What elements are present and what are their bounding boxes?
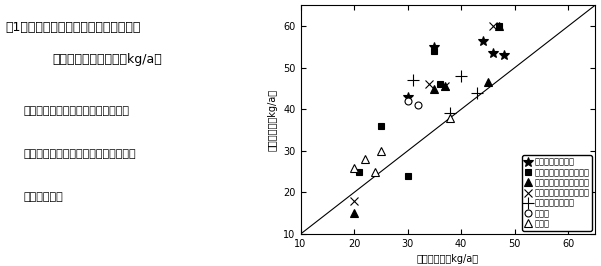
Line: 育成地（多肘・密植区）: 育成地（多肘・密植区） [350, 22, 498, 205]
育成地（多肘・密植区） [426, 83, 433, 86]
育成地（標肘・密植区） [495, 24, 502, 28]
育成地（標準区） [490, 52, 497, 55]
育成地（多肘・密植区） [442, 85, 449, 88]
育成地（標準区） [479, 39, 486, 42]
Text: 験区、岩手県は３カ年、宮城県は５カ: 験区、岩手県は３カ年、宮城県は５カ [23, 149, 136, 159]
Text: 図1　「はとゆたか」と「はとじろう」: 図1 「はとゆたか」と「はとじろう」 [6, 21, 141, 34]
育成地（疏植区） [447, 112, 454, 115]
Line: 宮城県: 宮城県 [350, 114, 454, 176]
Line: 岩手県: 岩手県 [404, 98, 422, 109]
育成地（疏植区） [474, 91, 481, 94]
育成地（多肘・密植区） [350, 199, 358, 202]
Text: （標準）の殻実収量（kg/a）: （標準）の殻実収量（kg/a） [52, 53, 162, 66]
X-axis label: はとじろう（kg/a）: はとじろう（kg/a） [416, 255, 479, 264]
宮城県 [447, 116, 454, 119]
育成地（標肘・密植区） [442, 85, 449, 88]
Line: 育成地（多肘・標植区）: 育成地（多肘・標植区） [356, 23, 502, 179]
Line: 育成地（標準区）: 育成地（標準区） [403, 36, 509, 102]
Line: 育成地（標肘・密植区）: 育成地（標肘・密植区） [350, 22, 503, 217]
Text: 年の試験成績: 年の試験成績 [23, 192, 63, 202]
育成地（標肘・密植区） [484, 81, 492, 84]
Y-axis label: はとゆたか（kg/a）: はとゆたか（kg/a） [267, 89, 278, 151]
育成地（標準区） [501, 54, 508, 57]
育成地（標肘・密植区） [431, 87, 438, 90]
育成地（標準区） [404, 95, 411, 98]
育成地（多肘・標植区） [431, 49, 438, 53]
育成地（多肘・標植区） [377, 124, 385, 127]
育成地（多肘・標植区） [495, 24, 502, 28]
育成地（疏植区） [457, 74, 465, 78]
岩手県 [404, 99, 411, 103]
宮城県 [377, 149, 385, 152]
Legend: 育成地（標準区）, 育成地（多肘・標植区）, 育成地（標肘・密植区）, 育成地（多肘・密植区）, 育成地（疏植区）, 岩手県, 宮城県: 育成地（標準区）, 育成地（多肘・標植区）, 育成地（標肘・密植区）, 育成地（… [522, 155, 591, 231]
宮城県 [350, 166, 358, 169]
Line: 育成地（疏植区）: 育成地（疏植区） [407, 70, 483, 119]
育成地（標肘・密植区） [350, 212, 358, 215]
宮城県 [372, 170, 379, 173]
育成地（疏植区） [409, 78, 416, 82]
育成地（多肘・密植区） [490, 24, 497, 28]
岩手県 [415, 103, 422, 107]
育成地（多肘・標植区） [356, 170, 363, 173]
育成地（標準区） [431, 45, 438, 48]
Text: 育成地（東北農研）は５カ年・５試: 育成地（東北農研）は５カ年・５試 [23, 106, 129, 117]
育成地（多肘・標植区） [404, 174, 411, 177]
育成地（多肘・標植区） [436, 83, 444, 86]
宮城県 [361, 158, 368, 161]
